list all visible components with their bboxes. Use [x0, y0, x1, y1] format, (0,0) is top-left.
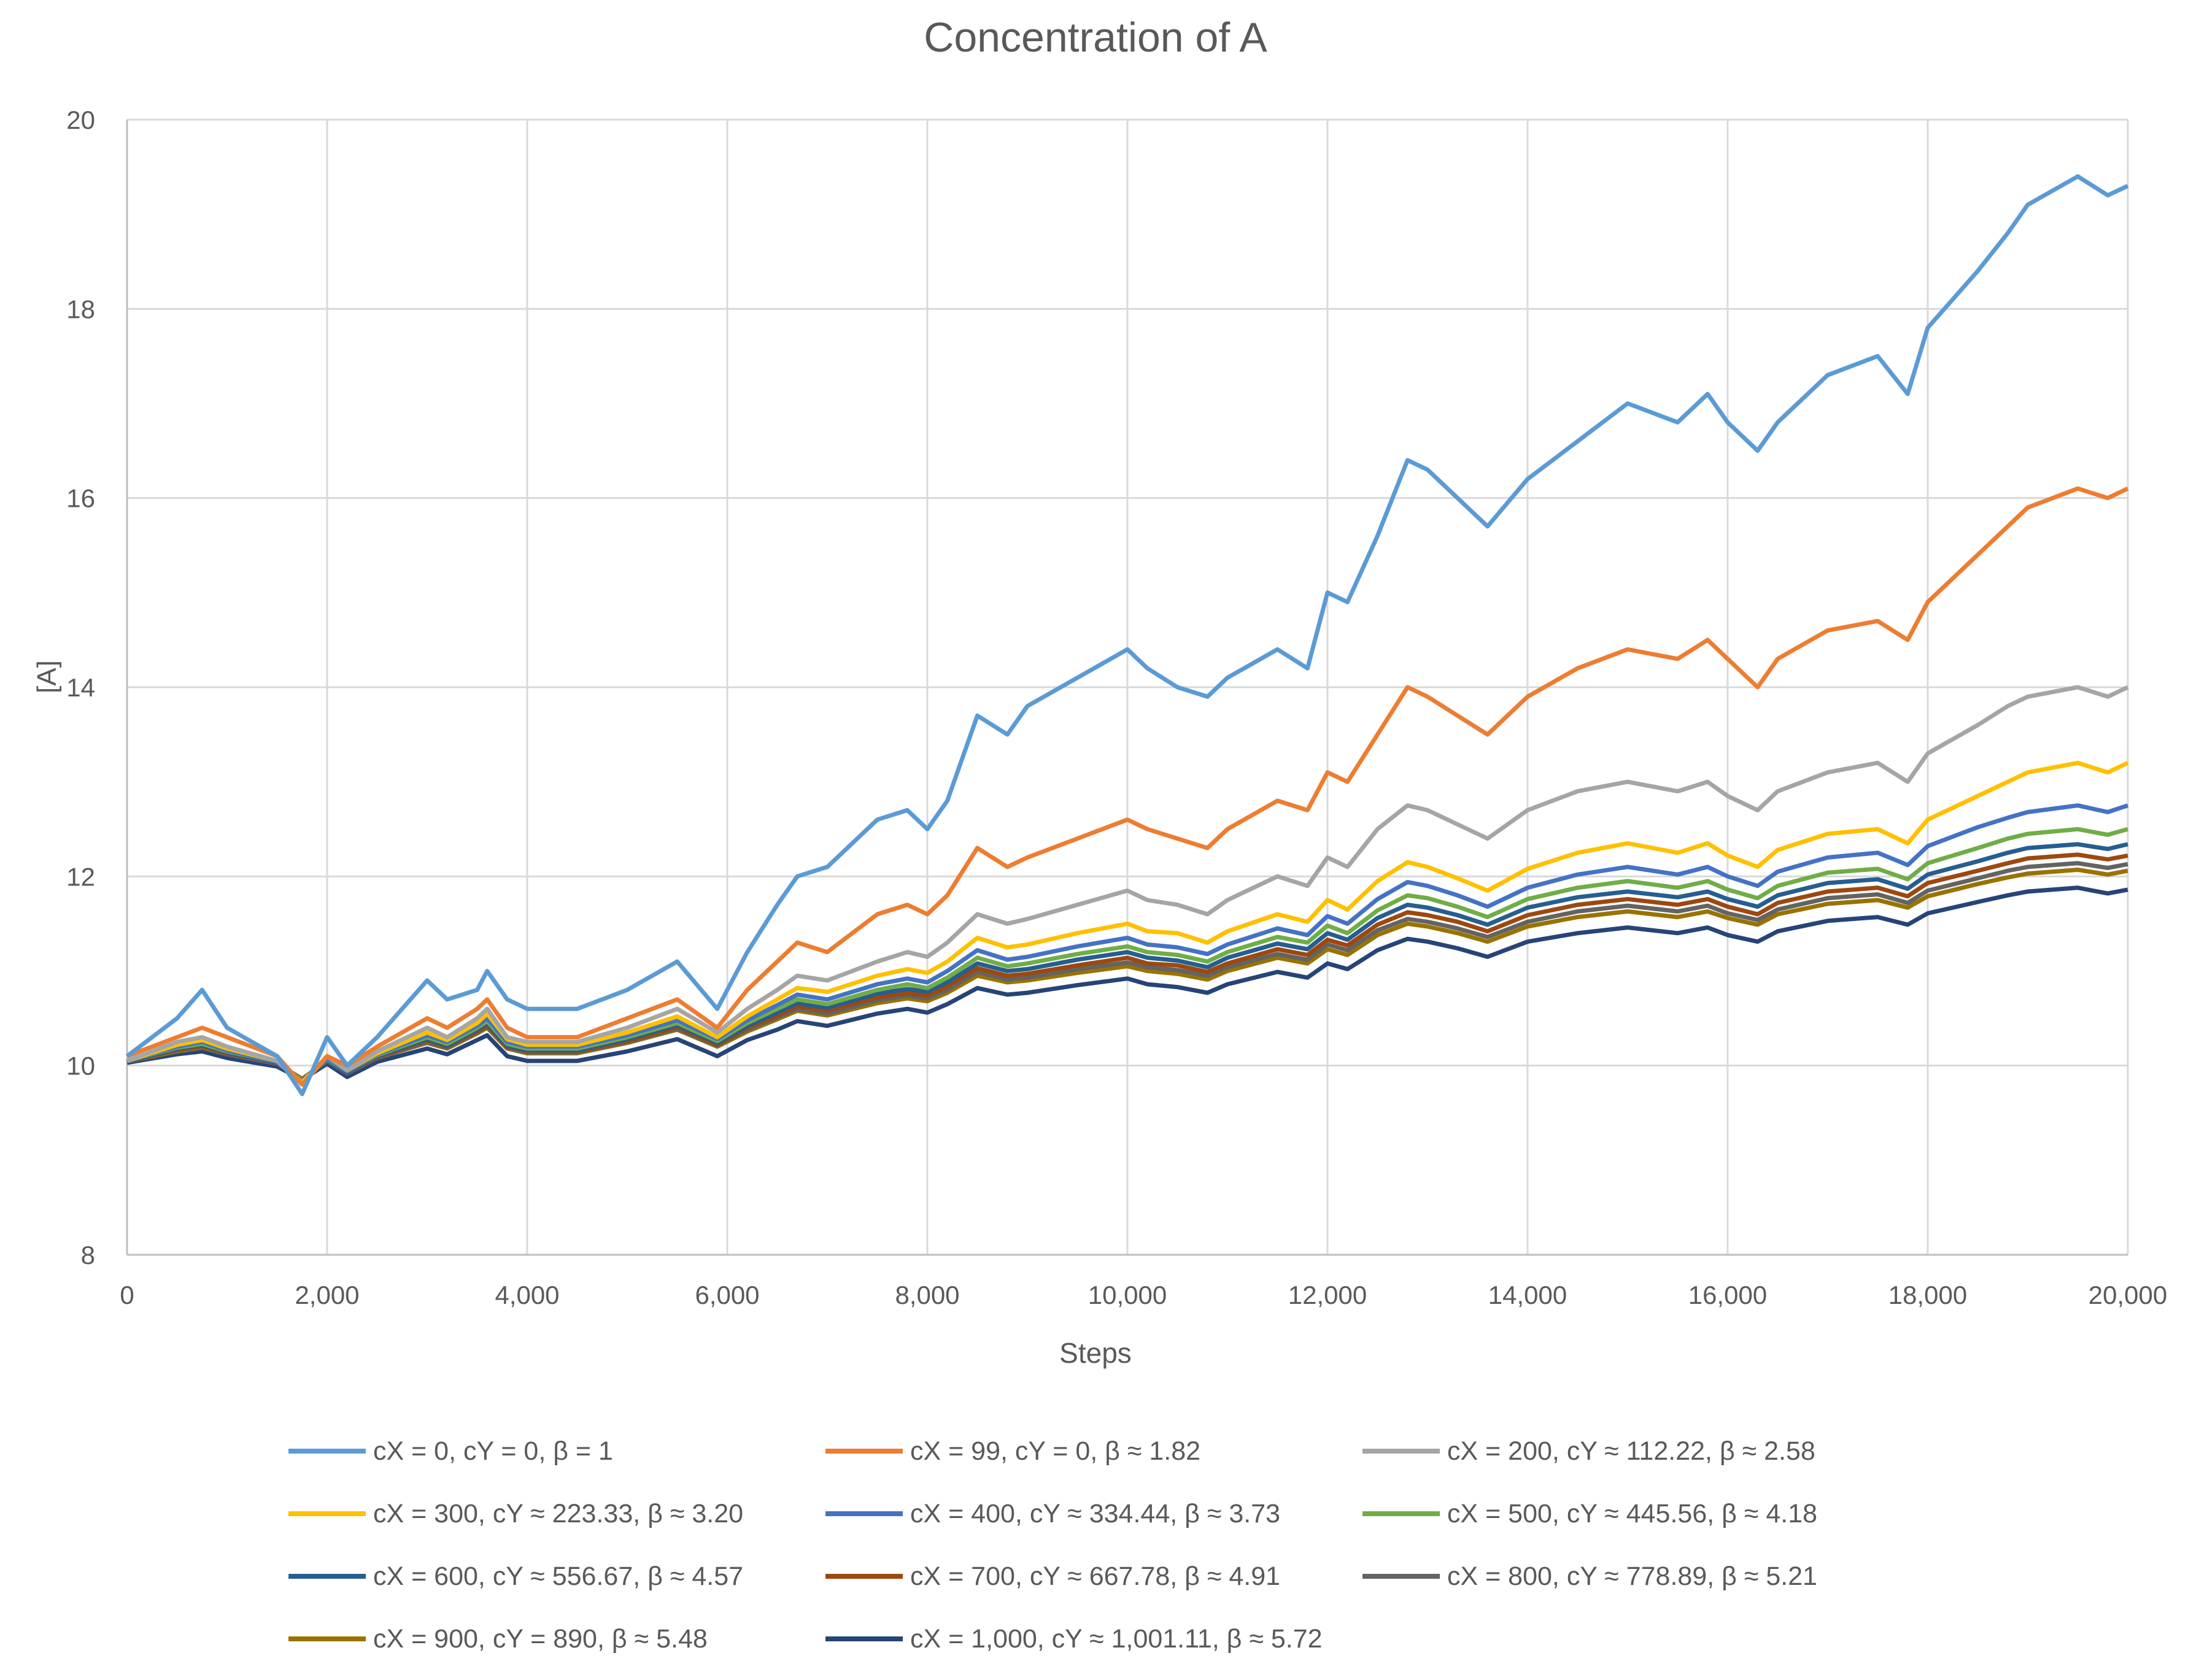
series-line — [125, 174, 2129, 1096]
legend-label: cX = 700, cY ≈ 667.78, β ≈ 4.91 — [910, 1561, 1281, 1591]
x-tick-label: 10,000 — [1088, 1281, 1167, 1309]
x-tick-label: 12,000 — [1288, 1281, 1367, 1309]
x-axis-label: Steps — [1059, 1337, 1132, 1369]
legend-swatch — [825, 1449, 903, 1454]
chart-title: Concentration of A — [924, 14, 1267, 61]
y-tick-label: 8 — [81, 1241, 95, 1270]
series-lines — [125, 174, 2129, 1096]
legend-label: cX = 0, cY = 0, β = 1 — [373, 1436, 613, 1466]
series-line — [126, 760, 2129, 1085]
legend-item: cX = 1,000, cY ≈ 1,001.11, β ≈ 5.72 — [825, 1617, 1362, 1660]
y-tick-label: 20 — [66, 106, 95, 134]
series-line — [126, 885, 2128, 1082]
legend: cX = 0, cY = 0, β = 1 cX = 99, cY = 0, β … — [288, 1430, 1946, 1660]
y-tick-label: 14 — [66, 673, 95, 702]
x-tick-label: 6,000 — [695, 1281, 759, 1309]
legend-label: cX = 99, cY = 0, β ≈ 1.82 — [910, 1436, 1201, 1466]
legend-item: cX = 800, cY ≈ 778.89, β ≈ 5.21 — [1362, 1555, 1946, 1598]
y-tick-label: 16 — [66, 484, 95, 513]
legend-swatch — [288, 1574, 366, 1579]
legend-swatch — [825, 1574, 903, 1579]
x-tick-label: 14,000 — [1488, 1281, 1567, 1309]
legend-item: cX = 200, cY ≈ 112.22, β ≈ 2.58 — [1362, 1430, 1946, 1473]
legend-swatch — [1362, 1511, 1440, 1516]
x-tick-label: 18,000 — [1888, 1281, 1967, 1309]
legend-swatch — [288, 1449, 366, 1454]
legend-label: cX = 300, cY ≈ 223.33, β ≈ 3.20 — [373, 1498, 744, 1528]
axes — [126, 120, 2128, 1256]
legend-item: cX = 500, cY ≈ 445.56, β ≈ 4.18 — [1362, 1492, 1946, 1535]
y-tick-label: 18 — [66, 295, 95, 323]
legend-label: cX = 400, cY ≈ 334.44, β ≈ 3.73 — [910, 1498, 1281, 1528]
legend-item: cX = 99, cY = 0, β ≈ 1.82 — [825, 1430, 1362, 1473]
x-tick-label: 2,000 — [295, 1281, 359, 1309]
x-tick-label: 16,000 — [1688, 1281, 1767, 1309]
legend-label: cX = 800, cY ≈ 778.89, β ≈ 5.21 — [1447, 1561, 1818, 1591]
legend-item: cX = 300, cY ≈ 223.33, β ≈ 3.20 — [288, 1492, 825, 1535]
x-tick-label: 20,000 — [2089, 1281, 2167, 1309]
legend-label: cX = 900, cY = 890, β ≈ 5.48 — [373, 1624, 708, 1654]
legend-swatch — [1362, 1574, 1440, 1579]
legend-swatch — [825, 1636, 903, 1641]
x-tick-label: 0 — [120, 1281, 134, 1309]
series-line — [126, 685, 2129, 1087]
legend-label: cX = 200, cY ≈ 112.22, β ≈ 2.58 — [1447, 1436, 1815, 1466]
legend-swatch — [288, 1636, 366, 1641]
y-tick-label: 12 — [66, 862, 95, 891]
legend-swatch — [825, 1511, 903, 1516]
tick-labels: 0 2,000 4,000 6,000 8,000 10,000 12,000 14,000 1… — [66, 106, 2167, 1309]
legend-swatch — [288, 1511, 366, 1516]
series-line — [126, 486, 2129, 1087]
x-tick-label: 8,000 — [895, 1281, 959, 1309]
gridlines — [126, 118, 2129, 1256]
legend-item: cX = 900, cY = 890, β ≈ 5.48 — [288, 1617, 825, 1660]
legend-label: cX = 1,000, cY ≈ 1,001.11, β ≈ 5.72 — [910, 1624, 1323, 1654]
legend-item: cX = 700, cY ≈ 667.78, β ≈ 4.91 — [825, 1555, 1362, 1598]
legend-label: cX = 600, cY ≈ 556.67, β ≈ 4.57 — [373, 1561, 744, 1591]
y-tick-label: 10 — [66, 1052, 95, 1081]
legend-item: cX = 0, cY = 0, β = 1 — [288, 1430, 825, 1473]
x-tick-label: 4,000 — [495, 1281, 559, 1309]
legend-item: cX = 400, cY ≈ 334.44, β ≈ 3.73 — [825, 1492, 1362, 1535]
legend-label: cX = 500, cY ≈ 445.56, β ≈ 4.18 — [1447, 1498, 1818, 1528]
legend-item: cX = 600, cY ≈ 556.67, β ≈ 4.57 — [288, 1555, 825, 1598]
legend-swatch — [1362, 1449, 1440, 1454]
